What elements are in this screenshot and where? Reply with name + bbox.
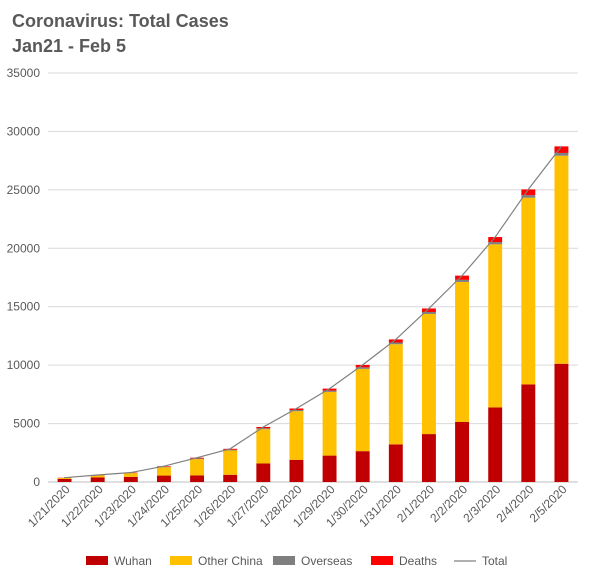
bar-deaths-2-2-2020 xyxy=(455,275,470,280)
x-tick-label-2-5-2020: 2/5/2020 xyxy=(527,482,570,525)
bar-deaths-1-31-2020 xyxy=(388,339,403,343)
bar-deaths-1-28-2020 xyxy=(289,408,304,411)
bar-wuhan-1-26-2020 xyxy=(223,474,238,482)
bar-wuhan-1-25-2020 xyxy=(190,475,205,482)
bar-wuhan-1-29-2020 xyxy=(322,455,337,482)
chart-title: Coronavirus: Total Cases Jan21 - Feb 5 xyxy=(12,9,229,59)
bar-wuhan-2-2-2020 xyxy=(455,421,470,482)
total-point-1-31-2020 xyxy=(395,338,397,341)
legend-label-overseas: Overseas xyxy=(301,554,352,568)
bar-deaths-1-30-2020 xyxy=(355,364,370,368)
legend: Wuhan Other China Overseas Deaths Total xyxy=(86,554,507,568)
bar-other-china-1-25-2020 xyxy=(190,459,205,476)
bar-other-china-2-4-2020 xyxy=(521,197,536,385)
legend-swatch-other-china xyxy=(170,556,192,565)
y-tick-label-10000: 10000 xyxy=(7,358,41,372)
bar-other-china-1-27-2020 xyxy=(256,429,271,464)
total-point-1-24-2020 xyxy=(163,465,165,467)
bar-wuhan-2-4-2020 xyxy=(521,384,536,482)
bar-overseas-2-5-2020 xyxy=(554,152,569,156)
bar-deaths-2-3-2020 xyxy=(488,237,503,243)
total-point-1-21-2020 xyxy=(63,477,66,479)
bar-wuhan-2-1-2020 xyxy=(421,434,436,482)
bar-wuhan-1-22-2020 xyxy=(90,477,105,482)
bar-other-china-1-23-2020 xyxy=(123,473,138,477)
bar-wuhan-1-24-2020 xyxy=(156,475,171,482)
total-point-1-22-2020 xyxy=(97,474,99,476)
y-tick-label-30000: 30000 xyxy=(7,124,41,138)
bar-overseas-1-26-2020 xyxy=(223,449,238,451)
chart-subtitle-text: Jan21 - Feb 5 xyxy=(12,36,127,56)
bars xyxy=(57,146,569,482)
bar-other-china-2-5-2020 xyxy=(554,155,569,364)
legend-label-total: Total xyxy=(482,554,507,568)
total-point-1-23-2020 xyxy=(130,471,132,474)
bar-overseas-1-25-2020 xyxy=(190,458,205,460)
total-point-1-25-2020 xyxy=(196,457,198,459)
y-tick-label-15000: 15000 xyxy=(7,300,41,314)
bar-deaths-1-29-2020 xyxy=(322,388,337,391)
bar-overseas-1-31-2020 xyxy=(388,342,403,345)
bar-other-china-1-21-2020 xyxy=(57,478,72,479)
bar-wuhan-1-28-2020 xyxy=(289,459,304,482)
total-point-1-26-2020 xyxy=(229,448,231,450)
bar-other-china-2-1-2020 xyxy=(421,313,436,435)
bar-other-china-1-29-2020 xyxy=(322,391,337,456)
bar-deaths-2-1-2020 xyxy=(421,308,436,312)
bar-wuhan-2-3-2020 xyxy=(488,407,503,482)
y-tick-label-25000: 25000 xyxy=(7,183,41,197)
total-point-1-28-2020 xyxy=(295,407,298,410)
y-tick-label-5000: 5000 xyxy=(13,417,40,431)
bar-wuhan-1-30-2020 xyxy=(355,451,370,482)
bar-overseas-1-28-2020 xyxy=(289,410,304,412)
bar-overseas-2-3-2020 xyxy=(488,242,503,245)
bar-other-china-1-28-2020 xyxy=(289,411,304,460)
total-point-2-5-2020 xyxy=(560,145,563,147)
chart-title-text: Coronavirus: Total Cases xyxy=(12,11,229,31)
legend-swatch-wuhan xyxy=(86,556,108,565)
bar-wuhan-1-23-2020 xyxy=(123,476,138,482)
bar-wuhan-2-5-2020 xyxy=(554,363,569,482)
bar-wuhan-1-21-2020 xyxy=(57,478,72,482)
bar-overseas-1-30-2020 xyxy=(355,367,370,369)
total-point-2-4-2020 xyxy=(527,188,529,190)
total-point-1-29-2020 xyxy=(328,388,331,390)
bar-wuhan-1-27-2020 xyxy=(256,463,271,482)
bar-overseas-1-29-2020 xyxy=(322,390,337,392)
total-line-layer xyxy=(63,145,563,479)
bar-deaths-2-4-2020 xyxy=(521,189,536,196)
bar-other-china-1-31-2020 xyxy=(388,344,403,445)
bar-overseas-1-27-2020 xyxy=(256,428,271,430)
legend-label-wuhan: Wuhan xyxy=(114,554,152,568)
legend-swatch-deaths xyxy=(371,556,393,565)
legend-swatch-overseas xyxy=(273,556,295,565)
total-point-2-3-2020 xyxy=(494,236,496,238)
bar-overseas-2-4-2020 xyxy=(521,195,536,198)
bar-overseas-2-1-2020 xyxy=(421,311,436,314)
legend-label-deaths: Deaths xyxy=(399,554,437,568)
bar-other-china-2-3-2020 xyxy=(488,244,503,408)
total-line xyxy=(64,146,562,479)
bar-other-china-1-24-2020 xyxy=(156,467,171,476)
y-axis-tick-labels: 0 5000 10000 15000 20000 25000 30000 35000 xyxy=(7,66,41,489)
bar-other-china-1-22-2020 xyxy=(90,475,105,478)
total-point-2-1-2020 xyxy=(428,307,430,310)
bar-wuhan-1-31-2020 xyxy=(388,444,403,482)
total-point-1-30-2020 xyxy=(362,364,364,366)
total-point-2-2-2020 xyxy=(461,275,463,277)
y-tick-label-35000: 35000 xyxy=(7,66,41,80)
y-tick-label-20000: 20000 xyxy=(7,241,41,255)
total-point-1-27-2020 xyxy=(262,426,264,428)
y-tick-label-0: 0 xyxy=(33,475,40,489)
bar-other-china-1-30-2020 xyxy=(355,368,370,452)
bar-deaths-2-5-2020 xyxy=(554,146,569,153)
legend-label-other-china: Other China xyxy=(198,554,263,568)
bar-overseas-2-2-2020 xyxy=(455,279,470,282)
x-axis-tick-labels: 1/21/20201/22/20201/23/20201/24/20201/25… xyxy=(25,482,570,530)
bar-other-china-2-2-2020 xyxy=(455,281,470,422)
bar-other-china-1-26-2020 xyxy=(223,450,238,475)
